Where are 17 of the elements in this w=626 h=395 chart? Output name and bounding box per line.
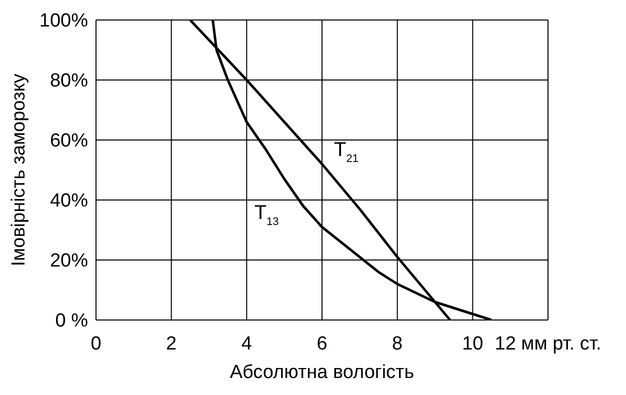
series-label: T$_{21}$ <box>334 139 358 165</box>
y-tick-label: 20% <box>50 250 88 272</box>
y-axis-title: Імовірність заморозку <box>8 73 30 266</box>
x-tick-label: 10 <box>462 333 484 354</box>
y-tick-label: 0 % <box>55 310 88 332</box>
x-tick-label: 8 <box>392 333 403 354</box>
x-tick-label: 0 <box>90 333 102 354</box>
x-tick-label: 2 <box>166 333 177 354</box>
x-tick-label: 4 <box>241 333 252 354</box>
x-tick-label: 12 мм рт. ст. <box>494 333 602 354</box>
series-label: T$_{13}$ <box>254 202 279 228</box>
x-axis-title: Абсолютна вологість <box>230 362 414 383</box>
y-tick-label: 80% <box>50 70 88 92</box>
x-tick-label: 6 <box>316 333 328 354</box>
y-tick-label: 100% <box>39 10 88 32</box>
y-tick-label: 60% <box>50 130 88 152</box>
y-tick-label: 40% <box>50 190 88 212</box>
